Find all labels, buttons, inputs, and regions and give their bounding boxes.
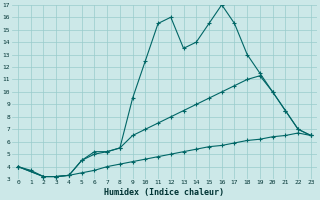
X-axis label: Humidex (Indice chaleur): Humidex (Indice chaleur)	[104, 188, 224, 197]
